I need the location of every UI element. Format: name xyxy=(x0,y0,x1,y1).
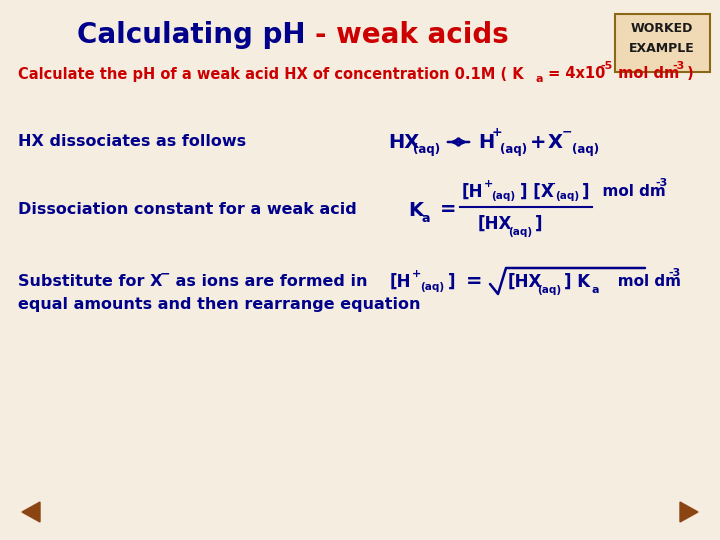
Polygon shape xyxy=(680,502,698,522)
Text: as ions are formed in: as ions are formed in xyxy=(170,274,367,289)
Text: (aq): (aq) xyxy=(508,227,532,237)
Text: [H: [H xyxy=(462,183,484,201)
Text: Calculating pH: Calculating pH xyxy=(77,21,315,49)
Text: = 4x10: = 4x10 xyxy=(543,66,606,82)
Text: +: + xyxy=(492,125,503,138)
Text: EXAMPLE: EXAMPLE xyxy=(629,43,695,56)
Text: +: + xyxy=(412,269,421,279)
Text: H: H xyxy=(478,132,494,152)
Text: a: a xyxy=(535,74,542,84)
Text: equal amounts and then rearrange equation: equal amounts and then rearrange equatio… xyxy=(18,298,420,313)
Text: (aq): (aq) xyxy=(420,282,444,292)
Text: -3: -3 xyxy=(668,268,680,278)
Text: -3: -3 xyxy=(672,61,684,71)
Text: (aq): (aq) xyxy=(500,144,527,157)
Text: +: + xyxy=(484,179,493,189)
FancyBboxPatch shape xyxy=(615,14,710,72)
Text: (aq): (aq) xyxy=(413,144,440,157)
Text: - weak acids: - weak acids xyxy=(315,21,509,49)
Text: ]: ] xyxy=(448,273,456,291)
Text: a: a xyxy=(592,285,600,295)
Text: Dissociation constant for a weak acid: Dissociation constant for a weak acid xyxy=(18,202,356,218)
Text: =: = xyxy=(466,273,482,292)
Text: ] K: ] K xyxy=(564,273,590,291)
Text: Calculate the pH of a weak acid HX of concentration 0.1M ( K: Calculate the pH of a weak acid HX of co… xyxy=(18,66,523,82)
Text: ]: ] xyxy=(535,215,542,233)
Text: (aq): (aq) xyxy=(537,285,561,295)
Text: =: = xyxy=(440,200,456,219)
Text: (aq): (aq) xyxy=(555,191,579,201)
Text: K: K xyxy=(408,200,423,219)
Text: (aq): (aq) xyxy=(491,191,515,201)
Text: [H: [H xyxy=(390,273,412,291)
Text: ): ) xyxy=(682,66,694,82)
Text: HX: HX xyxy=(388,132,419,152)
Text: Substitute for X: Substitute for X xyxy=(18,274,163,289)
Polygon shape xyxy=(22,502,40,522)
Text: X: X xyxy=(548,132,563,152)
Text: mol dm: mol dm xyxy=(592,185,666,199)
Text: (aq): (aq) xyxy=(572,144,599,157)
Text: −: − xyxy=(160,267,171,280)
Text: +: + xyxy=(530,132,546,152)
Text: [HX: [HX xyxy=(508,273,542,291)
Text: HX dissociates as follows: HX dissociates as follows xyxy=(18,134,246,150)
Text: [HX: [HX xyxy=(478,215,513,233)
Text: −: − xyxy=(562,125,572,138)
Text: -5: -5 xyxy=(600,61,612,71)
Text: a: a xyxy=(422,212,431,225)
Text: WORKED: WORKED xyxy=(631,23,693,36)
Text: -3: -3 xyxy=(655,178,667,188)
Text: mol dm: mol dm xyxy=(613,66,679,82)
Text: mol dm: mol dm xyxy=(602,274,681,289)
Text: ]: ] xyxy=(582,183,590,201)
Text: ] [X: ] [X xyxy=(520,183,554,201)
Text: −: − xyxy=(547,179,557,189)
